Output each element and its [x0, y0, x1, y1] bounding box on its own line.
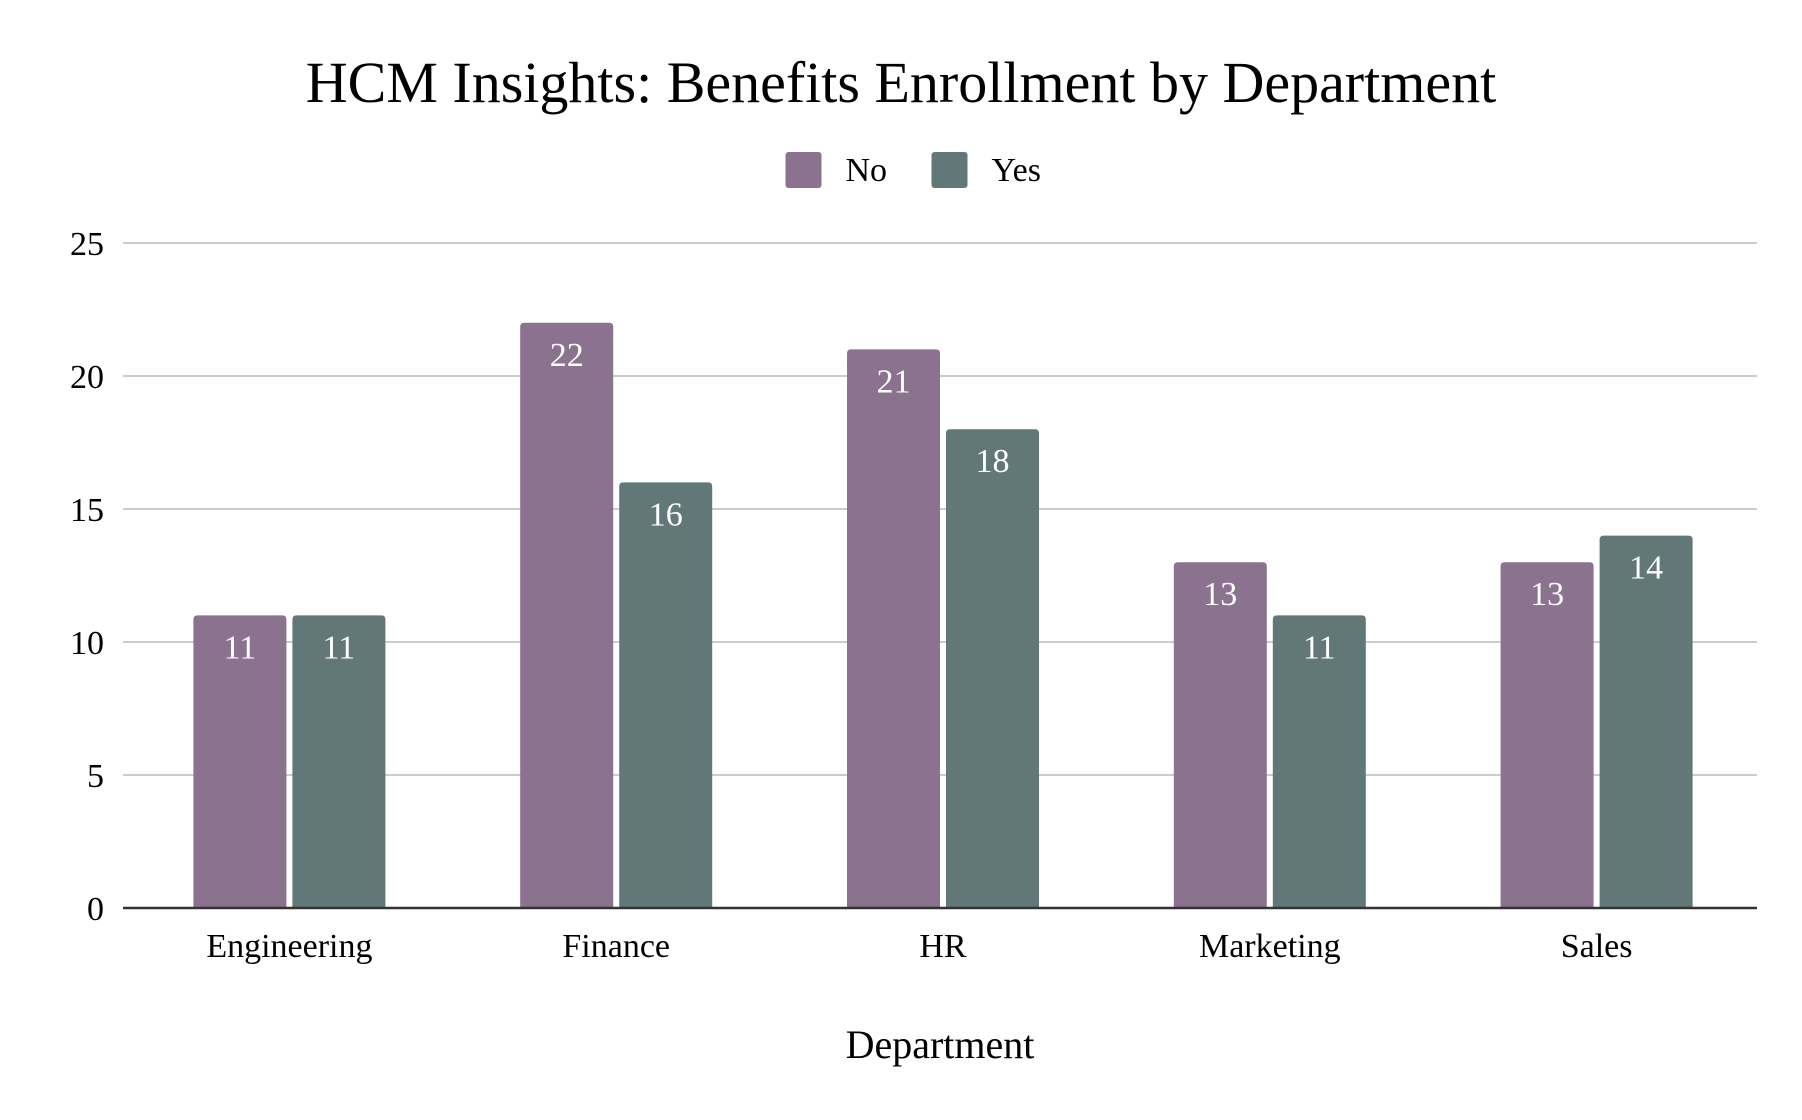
- x-axis-title: Department: [846, 1022, 1035, 1067]
- bar-yes-marketing: [1272, 615, 1366, 908]
- data-label: 16: [649, 496, 683, 533]
- bar-yes-sales: [1599, 535, 1693, 908]
- data-label: 18: [976, 443, 1010, 480]
- y-tick-label: 25: [70, 226, 104, 263]
- x-tick-label: HR: [919, 928, 967, 965]
- x-tick-label: Marketing: [1199, 928, 1341, 965]
- y-tick-label: 0: [87, 891, 104, 928]
- data-label: 11: [323, 629, 356, 666]
- x-tick-label: Engineering: [206, 928, 372, 965]
- legend-swatch-yes: [931, 152, 968, 188]
- data-label: 11: [1303, 629, 1336, 666]
- y-tick-label: 20: [70, 359, 104, 396]
- data-label: 11: [224, 629, 257, 666]
- data-label: 22: [550, 337, 584, 374]
- x-axis-tick-labels: Engineering Finance HR Marketing Sales: [206, 928, 1632, 965]
- legend: No Yes: [785, 152, 1041, 189]
- data-labels: 11 11 22 16 21 18 13 11 13 14: [224, 337, 1664, 667]
- y-tick-label: 10: [70, 625, 104, 662]
- bars: [193, 322, 1693, 908]
- legend-swatch-no: [785, 152, 822, 188]
- data-label: 21: [877, 363, 911, 400]
- data-label: 13: [1530, 576, 1564, 613]
- bar-yes-engineering: [292, 615, 386, 908]
- y-axis-tick-labels: 0 5 10 15 20 25: [70, 226, 104, 928]
- data-label: 14: [1629, 550, 1663, 587]
- bar-no-finance: [520, 322, 614, 908]
- legend-label-no: No: [846, 152, 888, 189]
- bar-no-sales: [1500, 562, 1594, 908]
- bar-no-engineering: [193, 615, 287, 908]
- x-tick-label: Sales: [1561, 928, 1633, 965]
- legend-label-yes: Yes: [992, 152, 1041, 189]
- bar-yes-hr: [946, 429, 1039, 908]
- data-label: 13: [1203, 576, 1237, 613]
- bar-no-marketing: [1173, 562, 1267, 908]
- y-tick-label: 15: [70, 492, 104, 529]
- bar-no-hr: [847, 349, 940, 908]
- x-tick-label: Finance: [562, 928, 670, 965]
- bar-yes-finance: [619, 482, 713, 908]
- chart-title: HCM Insights: Benefits Enrollment by Dep…: [306, 50, 1496, 115]
- y-tick-label: 5: [87, 758, 104, 795]
